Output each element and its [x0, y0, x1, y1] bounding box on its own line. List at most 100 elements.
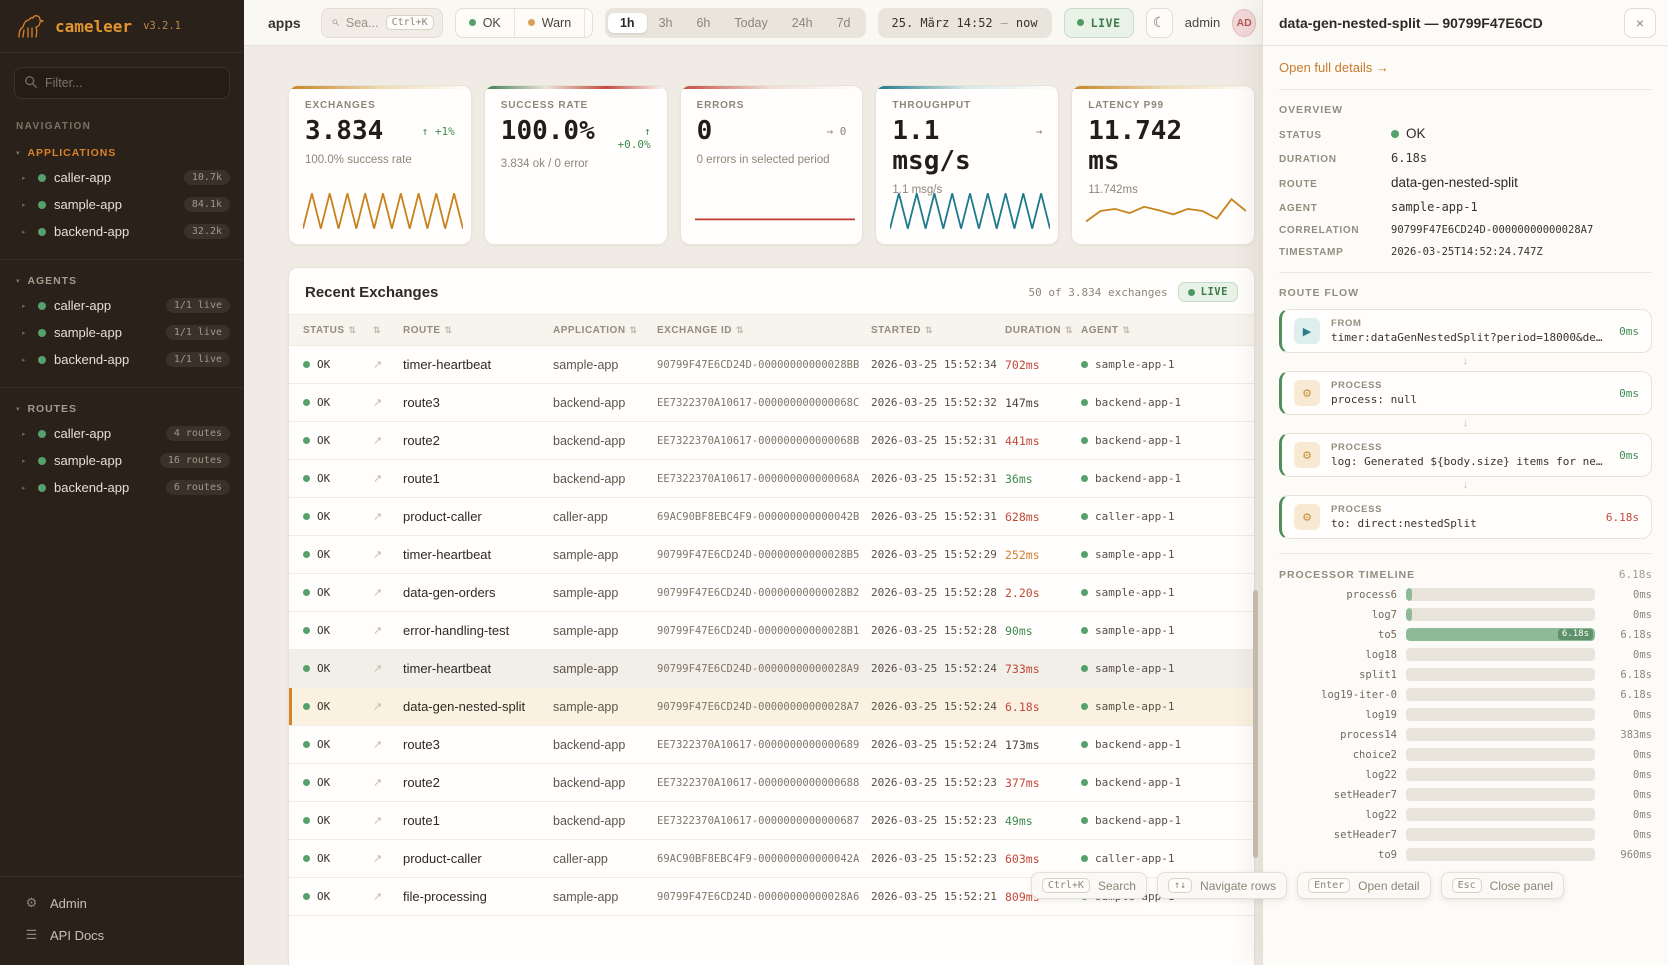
page-title: apps — [268, 14, 301, 31]
overview-row-duration: DURATION 6.18s — [1279, 151, 1652, 165]
open-exchange-icon[interactable]: ↗ — [373, 435, 383, 447]
route-cell: timer-heartbeat — [403, 547, 492, 562]
filter-input[interactable] — [14, 67, 230, 99]
flow-step-3[interactable]: ⚙ PROCESS log: Generated ${body.size} item… — [1279, 433, 1652, 477]
open-exchange-icon[interactable]: ↗ — [373, 701, 383, 713]
sidebar-item-caller-app[interactable]: ▸ caller-app 1/1 live — [0, 292, 244, 319]
range-button-24h[interactable]: 24h — [791, 15, 813, 30]
live-toggle[interactable]: LIVE — [1063, 7, 1134, 38]
open-exchange-icon[interactable]: ↗ — [373, 587, 383, 599]
table-row[interactable]: OK ↗ product-caller caller-app 69AC90BF8EBC4… — [289, 498, 1254, 536]
table-row[interactable]: OK ↗ route2 backend-app EE7322370A10617-0000… — [289, 422, 1254, 460]
sidebar-item-caller-app[interactable]: ▸ caller-app 10.7k — [0, 164, 244, 191]
open-exchange-icon[interactable]: ↗ — [373, 891, 383, 903]
application-cell: backend-app — [553, 433, 626, 448]
table-row[interactable]: OK ↗ timer-heartbeat sample-app 90799F47E6CD… — [289, 536, 1254, 574]
sidebar-footer-admin[interactable]: ⚙ Admin — [0, 887, 244, 919]
table-row[interactable]: OK ↗ route3 backend-app EE7322370A10617-0000… — [289, 726, 1254, 764]
table-row[interactable]: OK ↗ error-handling-test sample-app 90799F47… — [289, 612, 1254, 650]
open-exchange-icon[interactable]: ↗ — [373, 815, 383, 827]
metric-title: EXCHANGES — [305, 100, 376, 111]
table-row[interactable]: OK ↗ timer-heartbeat sample-app 90799F47E6CD… — [289, 650, 1254, 688]
open-exchange-icon[interactable]: ↗ — [373, 663, 383, 675]
table-row[interactable]: OK ↗ route1 backend-app EE7322370A10617-0000… — [289, 802, 1254, 840]
status-label: OK — [317, 510, 331, 523]
column-header-started[interactable]: STARTED ⇅ — [871, 325, 1005, 336]
overview-field-value: OK — [1406, 126, 1426, 141]
range-button-1h[interactable]: 1h — [607, 12, 647, 33]
open-exchange-icon[interactable]: ↗ — [373, 549, 383, 561]
column-header-exchange-id[interactable]: EXCHANGE ID ⇅ — [657, 325, 871, 336]
exchange-id-cell: EE7322370A10617-0000000000000688 — [657, 776, 860, 789]
open-full-details-link[interactable]: Open full details → — [1279, 60, 1389, 75]
processor-name: to5 — [1378, 628, 1397, 641]
open-exchange-icon[interactable]: ↗ — [373, 625, 383, 637]
sidebar-item-sample-app[interactable]: ▸ sample-app 16 routes — [0, 447, 244, 474]
status-filter-warn[interactable]: Warn — [513, 8, 584, 37]
exchange-id-cell: EE7322370A10617-000000000000068C — [657, 396, 860, 409]
theme-toggle[interactable]: ☾ — [1145, 7, 1173, 38]
status-filter-e[interactable]: E — [584, 8, 592, 37]
flow-step-2[interactable]: ⚙ PROCESS process: null 0ms — [1279, 371, 1652, 415]
status-filter-ok[interactable]: OK — [456, 9, 514, 37]
section-header-routes[interactable]: ▾ ROUTES — [0, 398, 244, 420]
sidebar-item-sample-app[interactable]: ▸ sample-app 1/1 live — [0, 319, 244, 346]
flow-step-text: process: null — [1331, 393, 1418, 406]
open-exchange-icon[interactable]: ↗ — [373, 511, 383, 523]
column-header-application[interactable]: APPLICATION ⇅ — [553, 325, 657, 336]
range-button-6h[interactable]: 6h — [696, 15, 711, 30]
section-header-applications[interactable]: ▾ APPLICATIONS — [0, 142, 244, 164]
avatar[interactable]: AD — [1232, 8, 1256, 37]
column-label: AGENT — [1081, 324, 1119, 336]
section-label: ROUTES — [27, 403, 77, 415]
status-cell: OK — [303, 776, 373, 789]
column-header-route[interactable]: ROUTE ⇅ — [403, 325, 553, 336]
date-range-picker[interactable]: 25. März 14:52 — now — [877, 7, 1052, 38]
route-cell: timer-heartbeat — [403, 661, 492, 676]
table-row[interactable]: OK ↗ route1 backend-app EE7322370A10617-0000… — [289, 460, 1254, 498]
sidebar-item-backend-app[interactable]: ▸ backend-app 6 routes — [0, 474, 244, 501]
table-row[interactable]: OK ↗ product-caller caller-app 69AC90BF8EBC4… — [289, 840, 1254, 878]
overview-section-label: OVERVIEW — [1279, 104, 1343, 116]
range-button-3h[interactable]: 3h — [658, 15, 673, 30]
open-exchange-icon[interactable]: ↗ — [373, 473, 383, 485]
column-header-duration[interactable]: DURATION ⇅ — [1005, 325, 1081, 336]
range-button-7d[interactable]: 7d — [836, 15, 851, 30]
column-header-agent[interactable]: AGENT ⇅ — [1081, 325, 1252, 336]
chevron-right-icon: ▸ — [22, 302, 26, 310]
sidebar-item-backend-app[interactable]: ▸ backend-app 1/1 live — [0, 346, 244, 373]
open-exchange-icon[interactable]: ↗ — [373, 777, 383, 789]
open-exchange-icon[interactable]: ↗ — [373, 853, 383, 865]
sidebar-footer-api-docs[interactable]: ☰ API Docs — [0, 919, 244, 951]
status-label: OK — [317, 890, 331, 903]
table-row[interactable]: OK ↗ timer-heartbeat sample-app 90799F47E6CD… — [289, 346, 1254, 384]
range-button-today[interactable]: Today — [734, 15, 768, 30]
column-header-link[interactable]: ⇅ — [373, 325, 403, 336]
shortcut-open-detail: Enter Open detail — [1297, 872, 1431, 899]
section-header-agents[interactable]: ▾ AGENTS — [0, 270, 244, 292]
ok-dot-icon — [303, 741, 310, 748]
sidebar-item-caller-app[interactable]: ▸ caller-app 4 routes — [0, 420, 244, 447]
flow-arrow-down-icon: ↓ — [1462, 417, 1469, 429]
table-row[interactable]: OK ↗ route3 backend-app EE7322370A10617-0000… — [289, 384, 1254, 422]
table-row[interactable]: OK ↗ data-gen-nested-split sample-app 90799F… — [289, 688, 1254, 726]
open-exchange-icon[interactable]: ↗ — [373, 739, 383, 751]
open-exchange-icon[interactable]: ↗ — [373, 397, 383, 409]
main-scrollbar-thumb[interactable] — [1253, 590, 1258, 858]
table-row[interactable]: OK ↗ route2 backend-app EE7322370A10617-0000… — [289, 764, 1254, 802]
open-exchange-icon[interactable]: ↗ — [373, 359, 383, 371]
close-panel-button[interactable]: × — [1624, 7, 1656, 38]
flow-step-1[interactable]: ▶ FROM timer:dataGenNestedSplit?period=180… — [1279, 309, 1652, 353]
divider — [1279, 272, 1652, 273]
metric-trend: ↑ +0.0% — [617, 117, 650, 151]
flow-step-4[interactable]: ⚙ PROCESS to: direct:nestedSplit 6.18s — [1279, 495, 1652, 539]
search-input[interactable]: Sea... Ctrl+K — [320, 7, 443, 38]
overview-field-label: STATUS — [1279, 129, 1322, 141]
table-row[interactable]: OK ↗ data-gen-orders sample-app 90799F47E6CD… — [289, 574, 1254, 612]
sidebar-item-sample-app[interactable]: ▸ sample-app 84.1k — [0, 191, 244, 218]
exchange-id-cell: 90799F47E6CD24D-00000000000028B5 — [657, 548, 860, 561]
sort-icon: ⇅ — [1065, 324, 1074, 335]
processor-duration: 0ms — [1633, 708, 1652, 721]
column-header-status[interactable]: STATUS ⇅ — [303, 325, 373, 336]
sidebar-item-backend-app[interactable]: ▸ backend-app 32.2k — [0, 218, 244, 245]
